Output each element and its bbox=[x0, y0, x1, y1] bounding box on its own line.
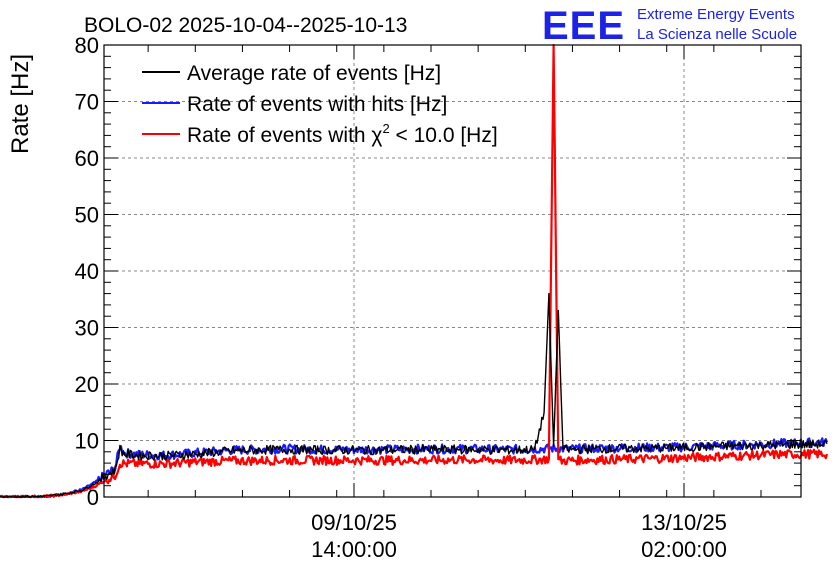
x-tick-label-time: 14:00:00 bbox=[311, 537, 397, 562]
axis-ticks bbox=[104, 44, 801, 498]
x-tick-label-time: 02:00:00 bbox=[641, 537, 727, 562]
legend-label-hits: Rate of events with hits [Hz] bbox=[187, 93, 447, 116]
eee-logo-line2: La Scienza nelle Scuole bbox=[637, 26, 797, 43]
y-tick-labels: 0 10 20 30 40 50 60 70 80 bbox=[75, 33, 99, 510]
legend-label-chi2-suffix: < 10.0 [Hz] bbox=[390, 124, 498, 147]
series-line-average bbox=[0, 292, 828, 498]
legend-label-average: Average rate of events [Hz] bbox=[187, 62, 441, 85]
data-series bbox=[0, 43, 829, 499]
legend-label-chi2-main: Rate of events with χ bbox=[187, 124, 382, 147]
y-tick-label: 0 bbox=[87, 485, 99, 510]
y-tick-label: 40 bbox=[75, 259, 99, 284]
y-tick-label: 20 bbox=[75, 372, 99, 397]
legend-label-chi2: Rate of events with χ2 < 10.0 [Hz] bbox=[187, 121, 498, 147]
y-tick-label: 10 bbox=[75, 429, 99, 454]
legend: Average rate of events [Hz] Rate of even… bbox=[142, 62, 498, 147]
x-tick-label-date: 09/10/25 bbox=[311, 510, 397, 535]
y-tick-label: 60 bbox=[75, 146, 99, 171]
eee-logo-mark: EEE bbox=[542, 4, 625, 48]
grid-lines bbox=[104, 45, 801, 497]
chart-title: BOLO-02 2025-10-04--2025-10-13 bbox=[84, 14, 407, 37]
y-tick-label: 70 bbox=[75, 90, 99, 115]
y-tick-label: 50 bbox=[75, 203, 99, 228]
y-axis-label: Rate [Hz] bbox=[7, 54, 34, 154]
legend-label-chi2-sup: 2 bbox=[382, 121, 389, 136]
y-tick-label: 80 bbox=[75, 33, 99, 58]
y-tick-label: 30 bbox=[75, 316, 99, 341]
x-tick-label-date: 13/10/25 bbox=[641, 510, 727, 535]
eee-logo-line1: Extreme Energy Events bbox=[637, 6, 795, 23]
eee-logo: EEE Extreme Energy Events La Scienza nel… bbox=[542, 4, 797, 48]
